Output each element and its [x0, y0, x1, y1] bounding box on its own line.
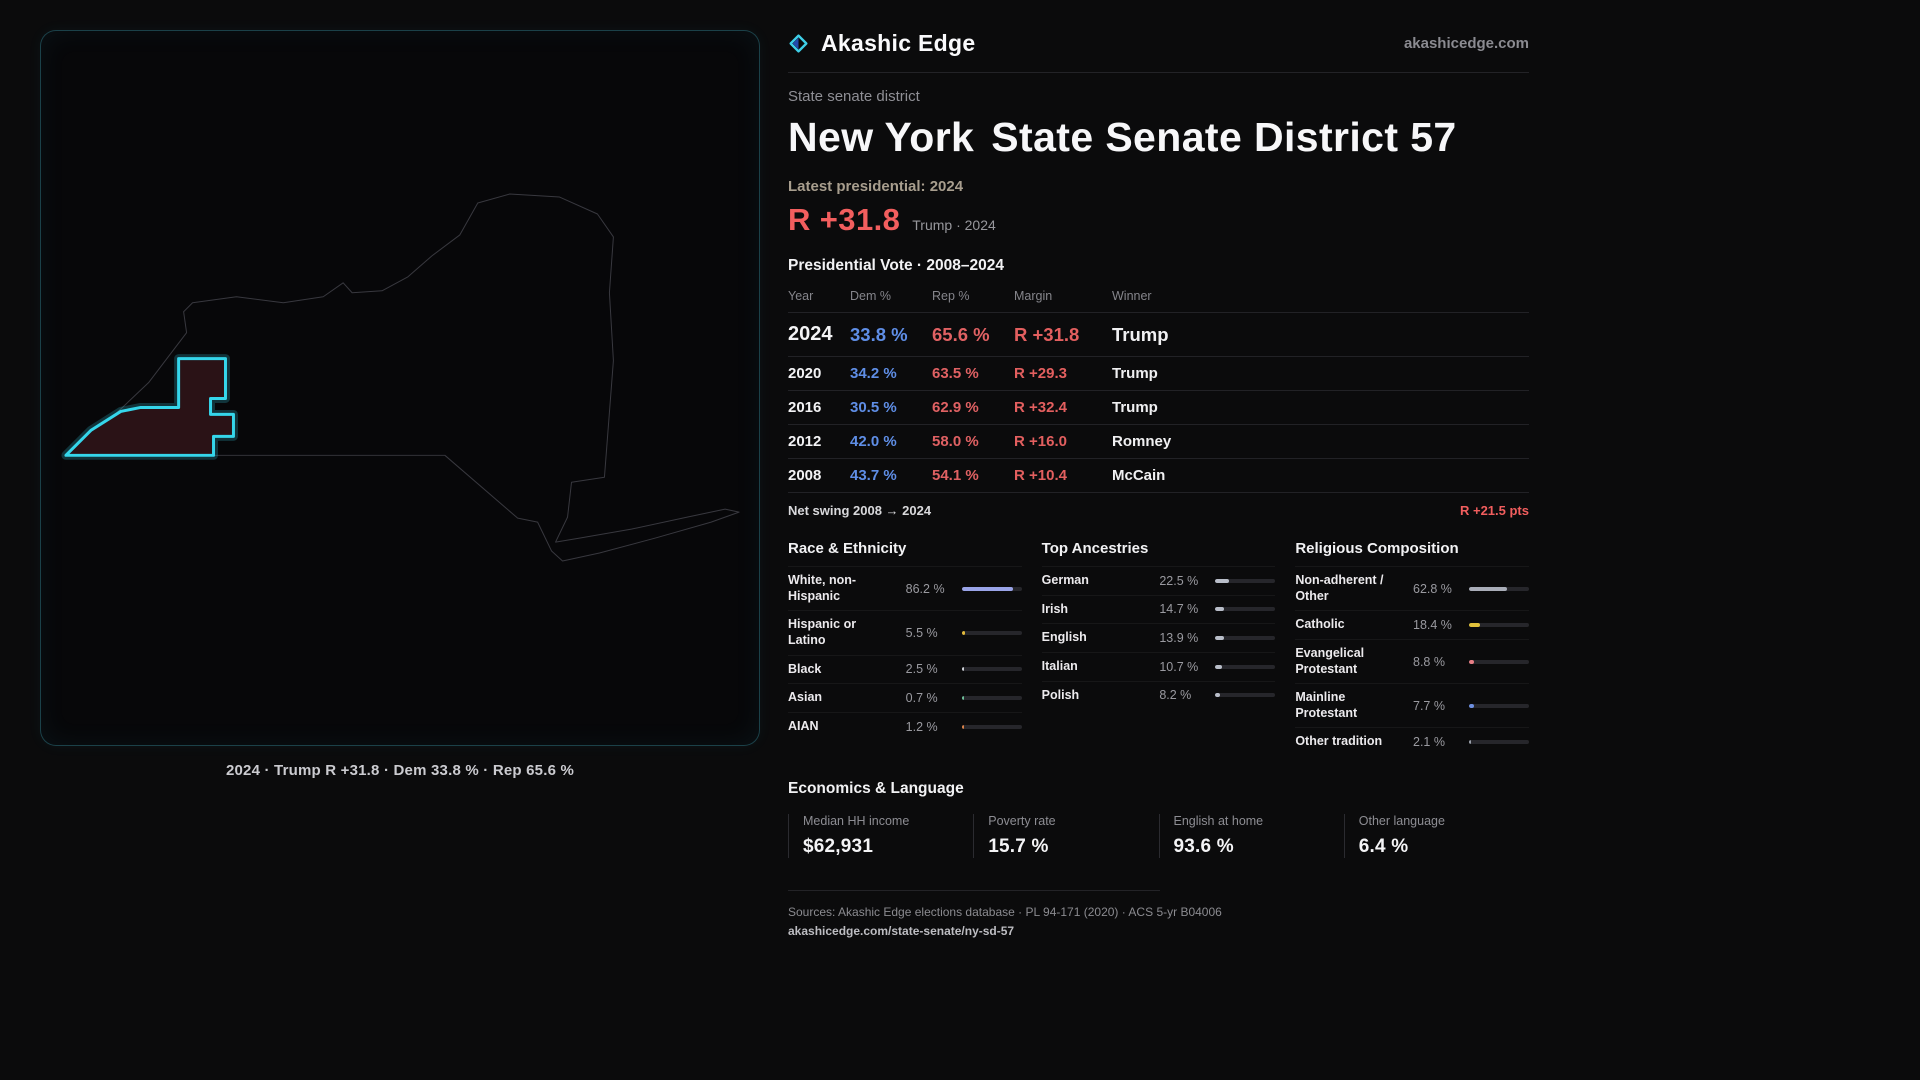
bar-track: [1469, 703, 1529, 708]
panel-title: Race & Ethnicity: [788, 540, 907, 557]
col-margin: Margin: [1014, 289, 1053, 303]
col-winner: Winner: [1112, 289, 1152, 303]
bar-track: [1215, 636, 1276, 641]
bar-track: [961, 724, 1022, 729]
bar-fill: [1469, 659, 1475, 664]
content-column: Akashic Edge akashicedge.com State senat…: [788, 30, 1529, 940]
list-item: Hispanic or Latino 5.5 %: [788, 610, 1022, 654]
list-item: Irish 14.7 %: [1041, 594, 1276, 624]
vote-table-header: Year Dem % Rep % Margin Winner: [788, 285, 1529, 312]
map-column: 2024 · Trump R +31.8 · Dem 33.8 % · Rep …: [40, 30, 760, 940]
bar-fill: [961, 695, 965, 700]
brand: Akashic Edge: [788, 30, 975, 57]
footer-divider: [788, 890, 1160, 891]
net-swing-row: Net swing 2008 → 2024 R +21.5 pts: [788, 492, 1529, 526]
bar-fill: [1215, 578, 1229, 583]
bar-fill: [1469, 623, 1481, 628]
list-item: Evangelical Protestant 8.8 %: [1295, 638, 1529, 683]
bar-fill: [961, 724, 965, 729]
title-rest: State Senate District 57: [991, 114, 1457, 160]
religion-panel: Religious Composition Non-adherent / Oth…: [1295, 532, 1529, 756]
margin-caption: Trump · 2024: [912, 217, 996, 233]
map-caption: 2024 · Trump R +31.8 · Dem 33.8 % · Rep …: [225, 762, 575, 779]
stat-poverty-rate: Poverty rate 15.7 %: [973, 814, 1158, 858]
bar-track: [1215, 578, 1276, 583]
district-map-panel: [40, 30, 760, 746]
bar-track: [961, 695, 1022, 700]
permalink[interactable]: akashicedge.com/state-senate/ny-sd-57: [788, 924, 1015, 938]
site-link[interactable]: akashicedge.com: [1403, 35, 1529, 52]
list-item: Italian 10.7 %: [1041, 651, 1276, 681]
list-item: Mainline Protestant 7.7 %: [1295, 683, 1529, 727]
table-row: 2016 30.5 % 62.9 % R +32.4 Trump: [788, 390, 1529, 424]
bar-track: [1215, 664, 1276, 669]
diamond-logo-icon: [789, 34, 808, 53]
brand-name: Akashic Edge: [821, 30, 976, 56]
bar-fill: [1215, 607, 1225, 612]
net-swing-value: R +21.5 pts: [1459, 503, 1529, 518]
list-item: English 13.9 %: [1041, 623, 1276, 652]
bar-track: [1215, 693, 1276, 698]
bar-track: [1469, 659, 1529, 664]
list-item: German 22.5 %: [1041, 566, 1276, 595]
bar-track: [961, 667, 1022, 672]
bar-fill: [961, 667, 965, 672]
bar-track: [961, 630, 1022, 635]
bar-fill: [961, 586, 1014, 591]
bar-fill: [1215, 636, 1224, 641]
stat-median-income: Median HH income $62,931: [788, 814, 973, 858]
bar-fill: [1469, 586, 1507, 591]
district-shape[interactable]: [64, 357, 235, 457]
district-map: [61, 193, 740, 562]
bar-track: [1469, 586, 1529, 591]
bar-fill: [1215, 693, 1221, 698]
page-title: New York State Senate District 57: [788, 114, 1529, 161]
bar-fill: [1469, 740, 1472, 745]
bar-track: [1469, 740, 1529, 745]
table-row: 2020 34.2 % 63.5 % R +29.3 Trump: [788, 356, 1529, 390]
economics-stats: Median HH income $62,931 Poverty rate 15…: [788, 814, 1529, 858]
demographics-grid: Race & Ethnicity White, non-Hispanic 86.…: [788, 532, 1529, 756]
list-item: Asian 0.7 %: [788, 683, 1022, 712]
list-item: Polish 8.2 %: [1041, 680, 1276, 710]
col-rep: Rep %: [932, 289, 970, 303]
list-item: White, non-Hispanic 86.2 %: [788, 566, 1022, 610]
bar-track: [1469, 623, 1529, 628]
list-item: Black 2.5 %: [788, 654, 1022, 684]
table-row: 2012 42.0 % 58.0 % R +16.0 Romney: [788, 424, 1529, 458]
col-dem: Dem %: [850, 289, 891, 303]
race-ethnicity-panel: Race & Ethnicity White, non-Hispanic 86.…: [788, 532, 1022, 756]
list-item: Other tradition 2.1 %: [1295, 727, 1529, 756]
net-swing-label: Net swing 2008 → 2024: [788, 503, 932, 518]
bar-fill: [961, 630, 965, 635]
stat-english-at-home: English at home 93.6 %: [1158, 814, 1344, 858]
panel-title: Religious Composition: [1295, 540, 1459, 557]
page: 2024 · Trump R +31.8 · Dem 33.8 % · Rep …: [40, 30, 1529, 940]
col-year: Year: [788, 289, 814, 303]
latest-label: Latest presidential: 2024: [788, 178, 964, 195]
header-bar: Akashic Edge akashicedge.com: [788, 30, 1529, 73]
ancestries-panel: Top Ancestries German 22.5 % Irish 14.7 …: [1041, 532, 1276, 756]
stat-other-language: Other language 6.4 %: [1343, 814, 1529, 858]
bar-track: [1215, 607, 1276, 612]
economics-title: Economics & Language: [788, 780, 964, 797]
list-item: AIAN 1.2 %: [788, 711, 1022, 741]
sources-line: Sources: Akashic Edge elections database…: [788, 905, 1222, 919]
headline-margin: R +31.8 Trump · 2024: [788, 202, 1529, 238]
margin-value: R +31.8: [788, 202, 901, 237]
panel-title: Top Ancestries: [1041, 540, 1149, 557]
list-item: Non-adherent / Other 62.8 %: [1295, 566, 1529, 610]
table-row: 2008 43.7 % 54.1 % R +10.4 McCain: [788, 458, 1529, 492]
kicker: State senate district: [788, 88, 920, 105]
vote-table-title: Presidential Vote · 2008–2024: [788, 257, 1004, 274]
vote-table: Year Dem % Rep % Margin Winner 2024 33.8…: [788, 285, 1529, 526]
bar-fill: [1469, 703, 1474, 708]
table-row: 2024 33.8 % 65.6 % R +31.8 Trump: [788, 312, 1529, 356]
state-outline: [65, 193, 740, 562]
bar-fill: [1215, 664, 1222, 669]
title-region: New York: [788, 114, 975, 160]
list-item: Catholic 18.4 %: [1295, 610, 1529, 639]
bar-track: [961, 586, 1022, 591]
